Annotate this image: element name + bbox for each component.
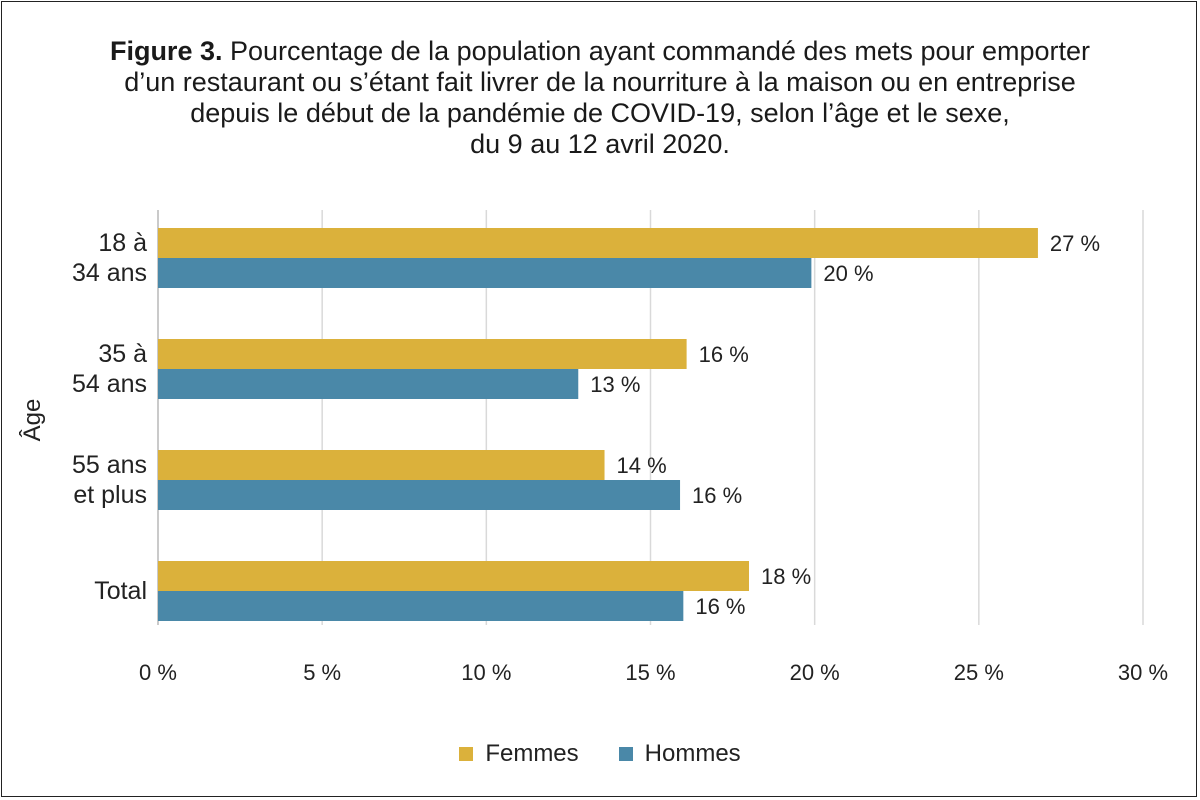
category-label: 18 à [98, 229, 147, 257]
bar-hommes [158, 258, 812, 288]
bar-hommes [158, 369, 579, 399]
category-label: 35 à [98, 340, 147, 368]
x-tick-label: 5 % [303, 660, 341, 685]
legend-label-femmes: Femmes [485, 740, 579, 767]
legend-swatch-hommes [618, 747, 633, 761]
category-label: 55 ans [72, 451, 147, 479]
legend: Femmes Hommes [0, 740, 1200, 768]
data-label: 16 % [699, 342, 749, 367]
figure-number: Figure 3. [109, 36, 223, 66]
title-line-1: Figure 3. Pourcentage de la population a… [20, 36, 1180, 67]
bar-femmes [158, 450, 605, 480]
legend-item-hommes: Hommes [618, 740, 741, 768]
category-label: 54 ans [72, 370, 147, 398]
data-label: 14 % [617, 453, 667, 478]
legend-item-femmes: Femmes [459, 740, 579, 768]
legend-label-hommes: Hommes [644, 740, 741, 767]
bar-femmes [158, 228, 1038, 258]
category-label: 34 ans [72, 259, 147, 287]
data-label: 13 % [590, 372, 640, 397]
x-tick-label: 25 % [954, 660, 1004, 685]
legend-swatch-femmes [459, 747, 474, 761]
x-tick-label: 15 % [625, 660, 675, 685]
chart-title: Figure 3. Pourcentage de la population a… [20, 36, 1180, 160]
category-label: Total [94, 577, 147, 605]
y-axis-title: Âge [19, 399, 46, 442]
x-tick-label: 30 % [1118, 660, 1168, 685]
title-line-2: d’un restaurant ou s’étant fait livrer d… [124, 67, 1076, 97]
bar-hommes [158, 480, 681, 510]
x-tick-label: 0 % [139, 660, 177, 685]
title-line-4: du 9 au 12 avril 2020. [470, 129, 730, 159]
data-label: 18 % [761, 564, 811, 589]
bar-femmes [158, 561, 749, 591]
data-label: 27 % [1050, 231, 1100, 256]
title-line-3: depuis le début de la pandémie de COVID-… [190, 98, 1010, 128]
data-label: 16 % [695, 594, 745, 619]
category-label: et plus [73, 481, 147, 509]
bar-hommes [158, 591, 684, 621]
data-label: 20 % [823, 261, 873, 286]
data-label: 16 % [692, 483, 742, 508]
bar-femmes [158, 339, 687, 369]
x-tick-label: 20 % [790, 660, 840, 685]
title-text-1: Pourcentage de la population ayant comma… [230, 36, 1091, 66]
x-tick-label: 10 % [461, 660, 511, 685]
